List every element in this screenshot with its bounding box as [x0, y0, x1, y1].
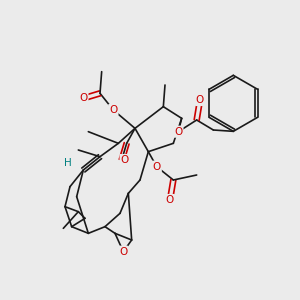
Text: O: O: [109, 105, 118, 115]
Text: O: O: [174, 127, 182, 137]
Text: O: O: [119, 247, 128, 257]
Text: O: O: [121, 155, 129, 165]
Text: O: O: [166, 195, 174, 205]
Text: O: O: [196, 95, 204, 105]
Text: O: O: [152, 162, 161, 172]
Text: O: O: [79, 93, 88, 103]
Text: H: H: [64, 158, 72, 168]
